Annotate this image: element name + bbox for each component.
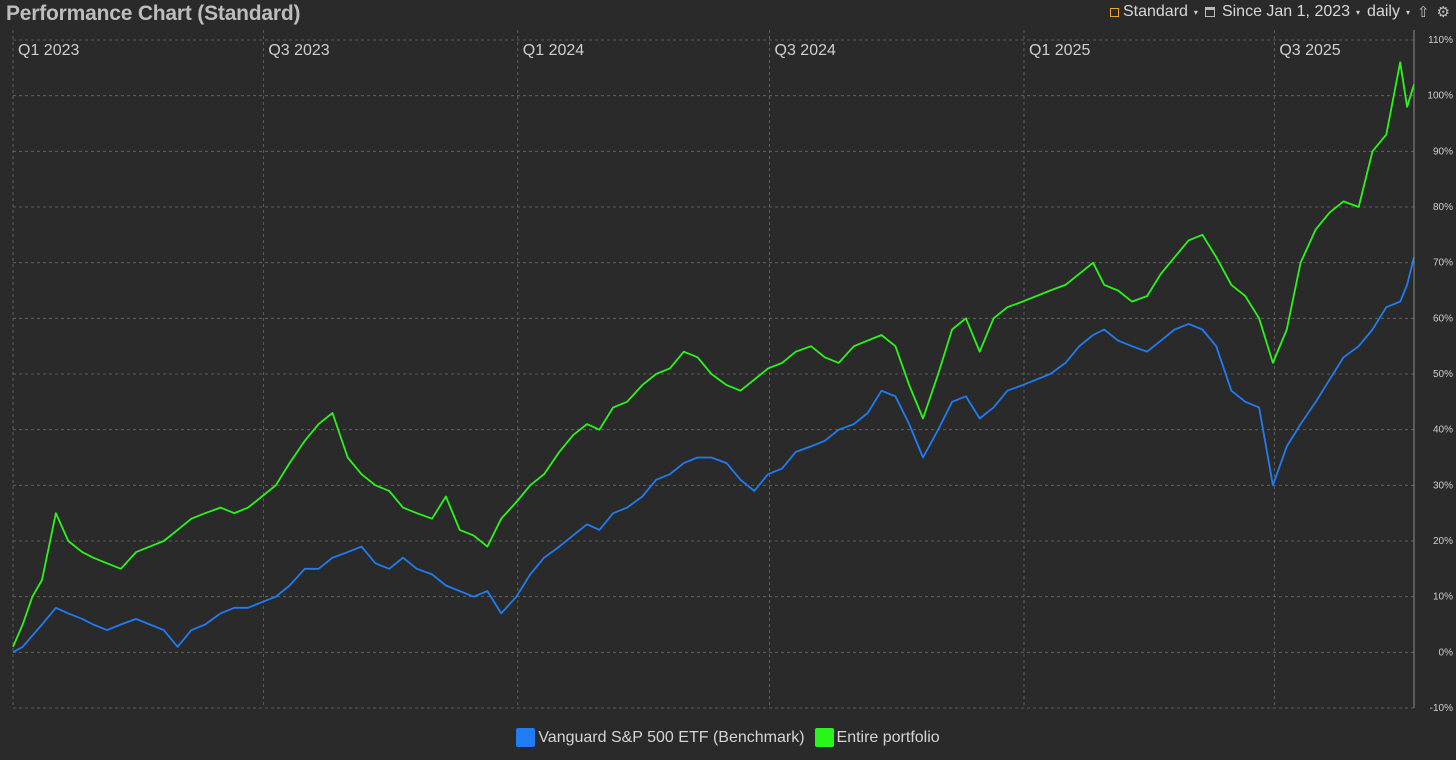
- caret-down-icon: ▾: [1405, 7, 1410, 17]
- y-tick-label: 110%: [1428, 35, 1453, 46]
- chart-controls: Standard ▾ Since Jan 1, 2023 ▾ daily ▾ ⇧…: [1109, 3, 1450, 21]
- upload-icon[interactable]: ⇧: [1416, 3, 1430, 21]
- chart-header: Performance Chart (Standard) Standard ▾ …: [0, 0, 1456, 30]
- gear-icon[interactable]: ⚙: [1436, 3, 1450, 21]
- x-tick-label: Q1 2025: [1029, 42, 1090, 59]
- portfolio-swatch: [814, 728, 834, 747]
- caret-down-icon: ▾: [1193, 7, 1198, 17]
- x-tick-label: Q3 2025: [1279, 42, 1340, 59]
- window-icon: [1204, 7, 1215, 17]
- y-tick-label: 70%: [1433, 258, 1453, 269]
- y-tick-label: 20%: [1433, 536, 1453, 547]
- legend-item-portfolio[interactable]: Entire portfolio: [814, 728, 940, 747]
- page-title: Performance Chart (Standard): [6, 2, 301, 25]
- y-tick-label: 90%: [1433, 146, 1453, 157]
- grid: [12, 30, 1414, 709]
- standard-square-icon: [1109, 7, 1119, 17]
- y-tick-label: 40%: [1433, 425, 1453, 436]
- mode-label: Standard: [1122, 3, 1188, 20]
- interval-dropdown[interactable]: daily ▾: [1367, 3, 1410, 21]
- benchmark-line[interactable]: [12, 256, 1415, 654]
- legend-item-benchmark[interactable]: Vanguard S&P 500 ETF (Benchmark): [516, 728, 805, 747]
- quarter-labels: Q1 2023 Q3 2023 Q1 2024 Q3 2024 Q1 2025 Q3 20…: [18, 42, 1341, 59]
- portfolio-line[interactable]: [12, 61, 1415, 648]
- y-tick-label: 80%: [1433, 202, 1453, 213]
- y-tick-label: 10%: [1433, 592, 1453, 603]
- y-tick-label: 60%: [1433, 313, 1453, 324]
- y-tick-label: 0%: [1439, 647, 1454, 658]
- x-tick-label: Q1 2023: [18, 42, 79, 59]
- window-button[interactable]: [1204, 7, 1215, 17]
- chart-area: Q1 2023 Q3 2023 Q1 2024 Q3 2024 Q1 2025 Q3 20…: [0, 30, 1456, 720]
- y-tick-label: -10%: [1430, 703, 1453, 714]
- series-lines: [12, 61, 1415, 654]
- y-tick-label: 30%: [1433, 480, 1453, 491]
- legend: Vanguard S&P 500 ETF (Benchmark) Entire …: [0, 728, 1456, 747]
- legend-label-portfolio: Entire portfolio: [836, 728, 940, 746]
- line-chart[interactable]: Q1 2023 Q3 2023 Q1 2024 Q3 2024 Q1 2025 Q3 20…: [0, 30, 1456, 720]
- legend-label-benchmark: Vanguard S&P 500 ETF (Benchmark): [538, 728, 805, 746]
- caret-down-icon: ▾: [1356, 7, 1361, 17]
- y-axis: -10% 0% 10% 20% 30% 40% 50% 60% 70% 80% 90% 100% 110…: [1413, 30, 1454, 714]
- y-tick-label: 50%: [1433, 369, 1453, 380]
- benchmark-swatch: [516, 728, 536, 747]
- mode-dropdown[interactable]: Standard ▾: [1109, 3, 1198, 21]
- x-tick-label: Q1 2024: [523, 42, 584, 59]
- interval-label: daily: [1367, 3, 1400, 20]
- x-tick-label: Q3 2023: [268, 42, 329, 59]
- y-tick-label: 100%: [1427, 91, 1453, 102]
- x-tick-label: Q3 2024: [775, 42, 836, 59]
- period-label: Since Jan 1, 2023: [1221, 3, 1351, 20]
- period-dropdown[interactable]: Since Jan 1, 2023 ▾: [1222, 3, 1360, 21]
